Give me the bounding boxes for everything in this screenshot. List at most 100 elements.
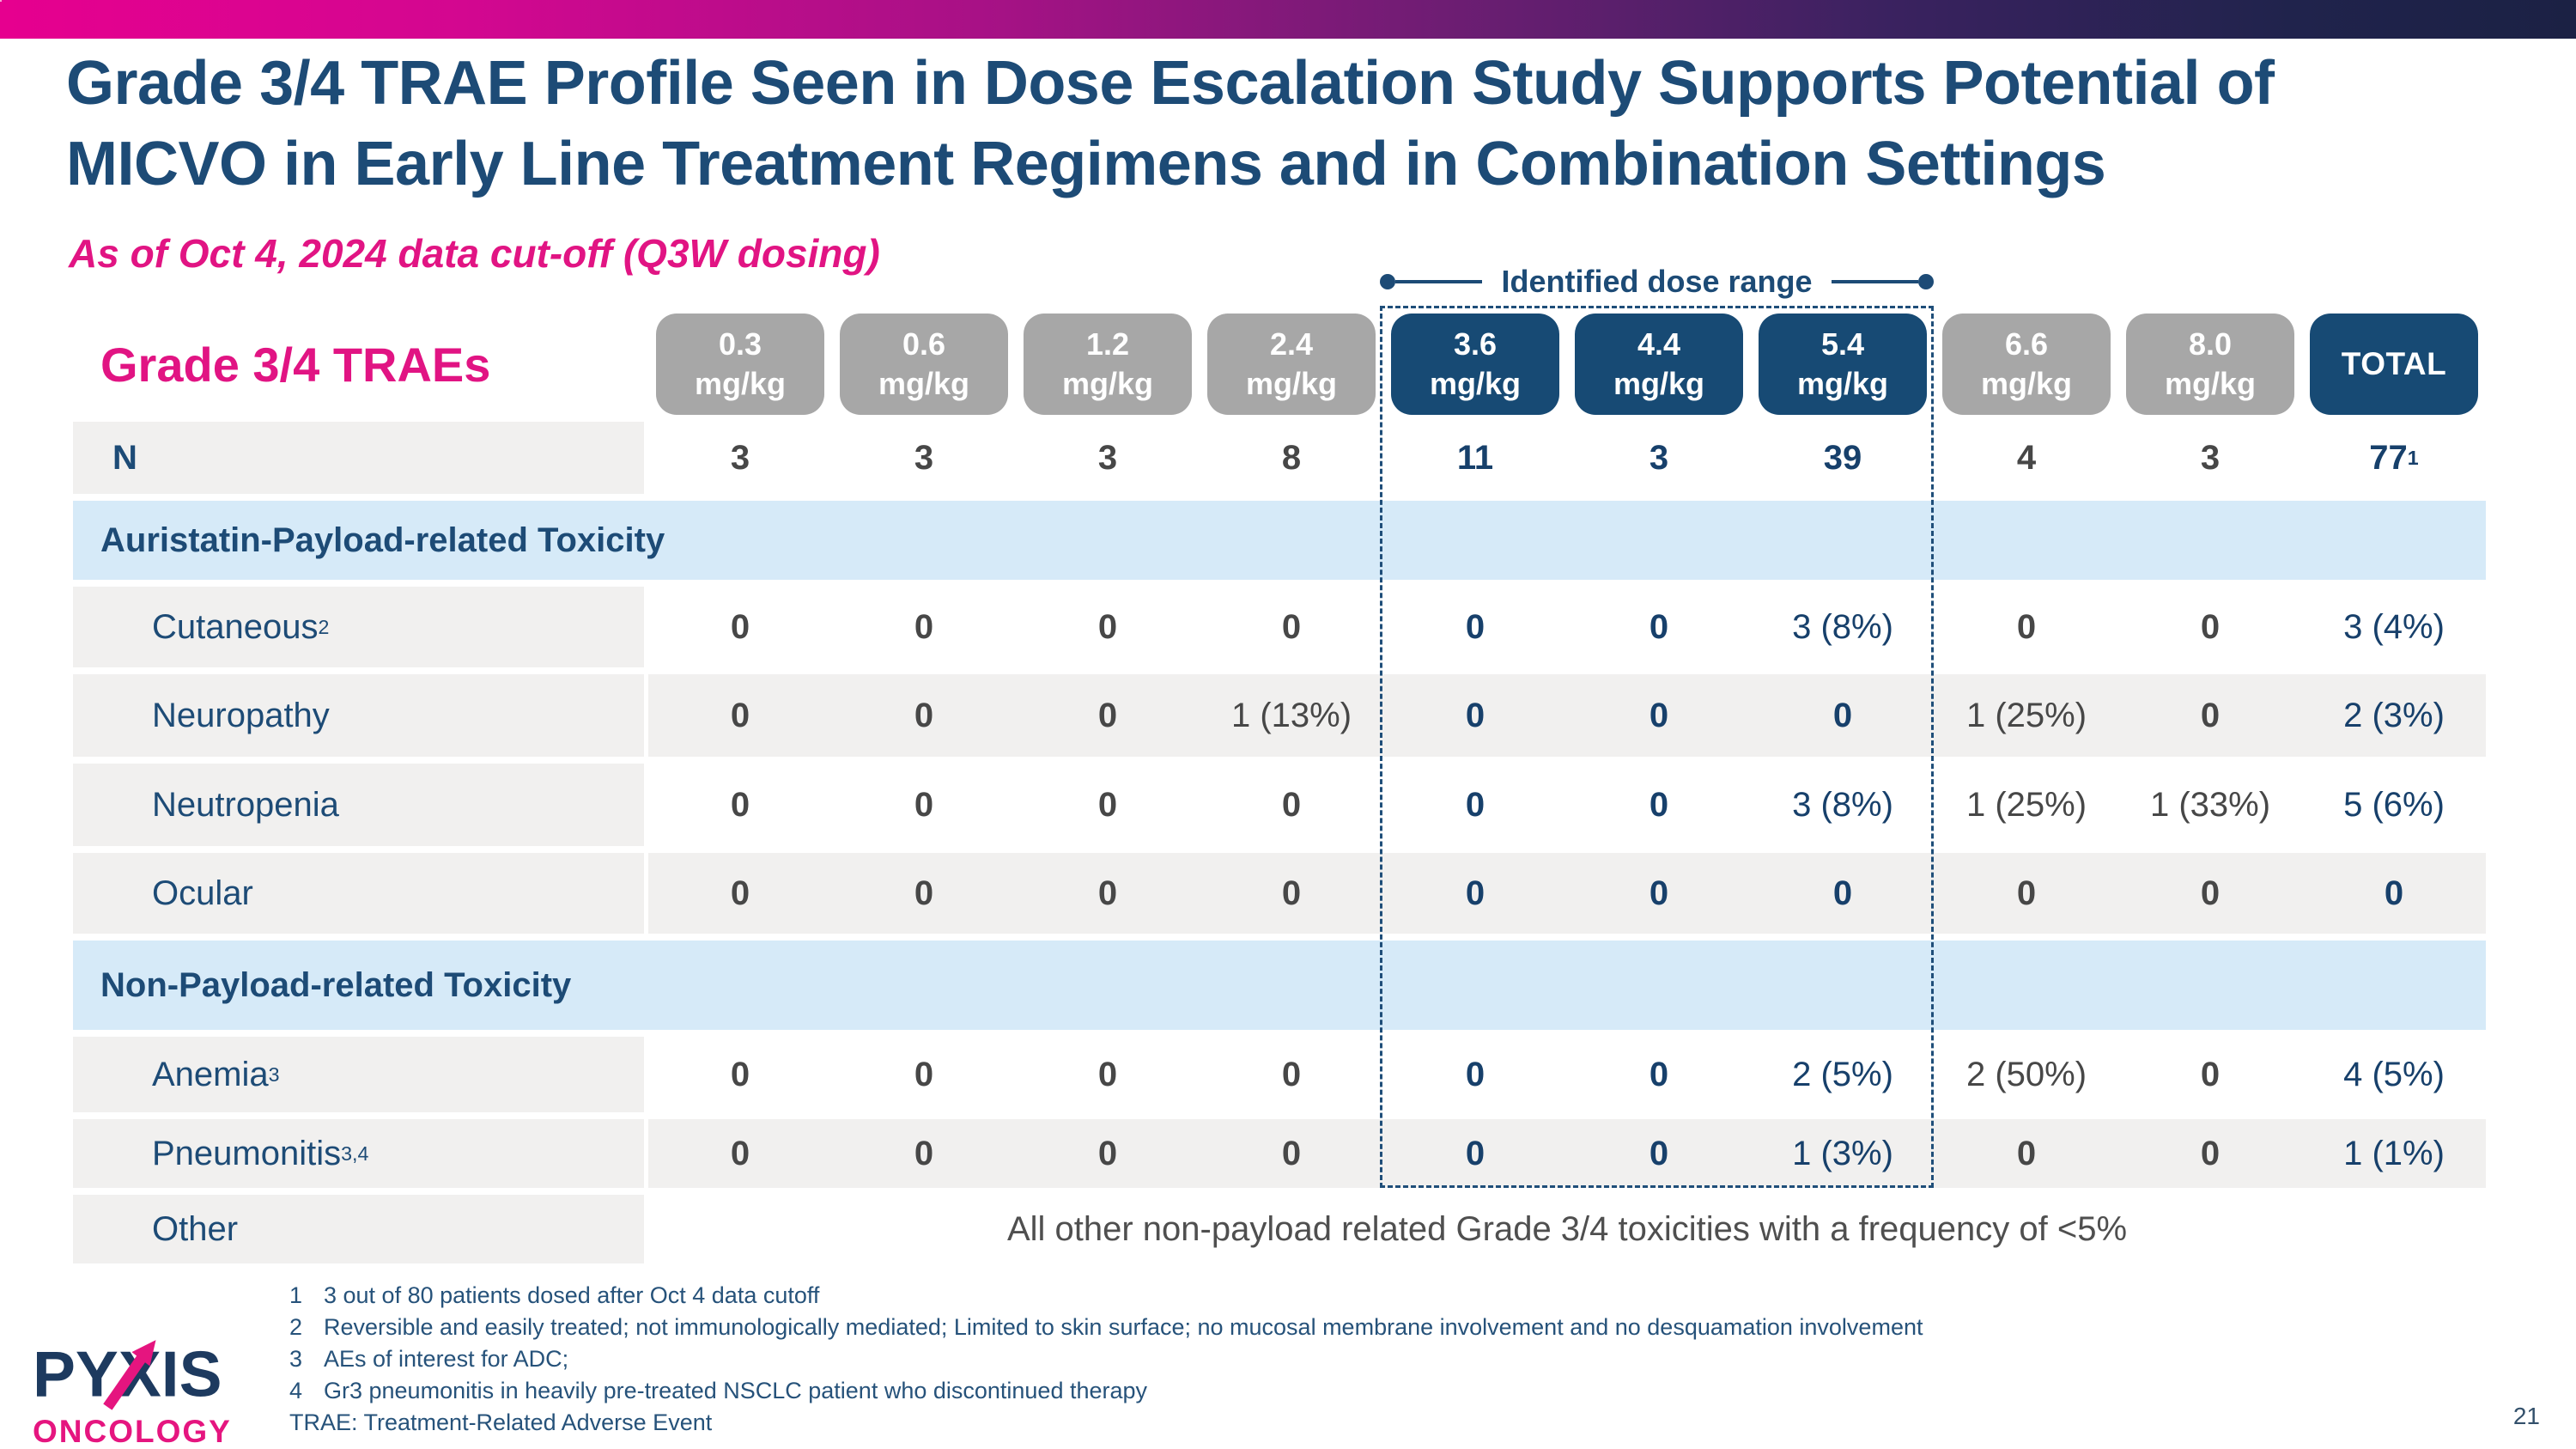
dose-column-0.6: 0.6 mg/kg — [832, 314, 1016, 415]
cell-value: 0 — [1465, 696, 1485, 734]
footnote-number: 3 — [289, 1346, 303, 1372]
row-data-area: 0 0 0 0 0 0 3 (8%) 1 (25%) 1 (33%) 5 (6%) — [648, 764, 2486, 846]
row-data-area: All other non-payload related Grade 3/4 … — [648, 1195, 2486, 1263]
value-cell: 0 — [1016, 764, 1200, 846]
value-cell: 1 (33%) — [2118, 764, 2302, 846]
cell-value: 0 — [1281, 607, 1302, 646]
footnote: TRAE: Treatment-Related Adverse Event — [289, 1407, 1923, 1439]
dose-value: 8.0 — [2188, 326, 2233, 362]
dose-unit: mg/kg — [2164, 366, 2256, 401]
dose-unit: mg/kg — [694, 366, 786, 401]
row-label: Anemia 3 — [73, 1037, 644, 1112]
cell-value: 0 — [2200, 874, 2221, 912]
cell-value: 0 — [2016, 1134, 2037, 1172]
value-cell: 0 — [1016, 1119, 1200, 1188]
cell-value: 0 — [1281, 1055, 1302, 1093]
row-data-area: 0 0 0 0 0 0 3 (8%) 0 0 3 (4%) — [648, 587, 2486, 667]
dose-unit: mg/kg — [1429, 366, 1521, 401]
value-cell: 0 — [1016, 853, 1200, 934]
value-cell: 0 — [1567, 587, 1751, 667]
value-cell: 0 — [1935, 587, 2118, 667]
table-corner-label: Grade 3/4 TRAEs — [100, 337, 491, 392]
cell-value: 3 (8%) — [1792, 785, 1893, 824]
cell-value: 0 — [1465, 1055, 1485, 1093]
cell-value: 11 — [1456, 438, 1494, 477]
dose-value: 1.2 — [1085, 326, 1130, 362]
value-cell: 0 — [1383, 764, 1567, 846]
dose-column-6.6: 6.6 mg/kg — [1935, 314, 2118, 415]
dose-unit: mg/kg — [878, 366, 969, 401]
value-cell: 3 — [1567, 422, 1751, 494]
cell-value: 1 (33%) — [2149, 785, 2271, 824]
cell-value: 3 — [914, 438, 934, 477]
table-row-n: N 3 3 3 8 11 3 39 4 3 77 1 — [73, 422, 2486, 494]
range-line-right — [1831, 280, 1918, 283]
dose-column-header-pill: 4.4 mg/kg — [1575, 314, 1743, 415]
cell-value: 0 — [1649, 1134, 1669, 1172]
value-cell: 39 — [1751, 422, 1935, 494]
dose-unit: mg/kg — [1061, 366, 1153, 401]
footnote-text: 3 out of 80 patients dosed after Oct 4 d… — [324, 1282, 820, 1308]
cell-value: 1 (25%) — [1965, 785, 2087, 824]
cell-value: 0 — [2384, 874, 2404, 912]
cell-value: 3 — [730, 438, 750, 477]
row-data-area: 0 0 0 0 0 0 1 (3%) 0 0 1 (1%) — [648, 1119, 2486, 1188]
cell-value: 3 — [1649, 438, 1669, 477]
cell-value: 0 — [1649, 607, 1669, 646]
dose-value: 2.4 — [1269, 326, 1314, 362]
value-cell: 0 — [1383, 1037, 1567, 1112]
value-cell: 1 (3%) — [1751, 1119, 1935, 1188]
cell-value: 2 (3%) — [2343, 696, 2445, 734]
dose-value: 3.6 — [1453, 326, 1498, 362]
dose-column-1.2: 1.2 mg/kg — [1016, 314, 1200, 415]
value-cell: 0 — [832, 853, 1016, 934]
cell-value: 4 (5%) — [2343, 1055, 2445, 1093]
value-cell: 8 — [1200, 422, 1383, 494]
value-cell: 0 — [1383, 674, 1567, 757]
cell-value: 0 — [1649, 696, 1669, 734]
value-cell: 0 — [1200, 1119, 1383, 1188]
value-cell: 0 — [1200, 764, 1383, 846]
footnote-number: 2 — [289, 1314, 303, 1340]
cell-value: 3 (8%) — [1792, 607, 1893, 646]
cell-value: 2 (5%) — [1792, 1055, 1893, 1093]
cell-value: 0 — [2016, 607, 2037, 646]
row-label-text: Neutropenia — [152, 785, 339, 824]
value-cell: 0 — [1567, 1037, 1751, 1112]
value-cell: 0 — [648, 1037, 832, 1112]
value-cell: 3 — [1016, 422, 1200, 494]
value-cell: 77 1 — [2369, 438, 2419, 477]
value-cell: 0 — [2118, 1037, 2302, 1112]
value-cell: 0 — [1383, 1119, 1567, 1188]
value-cell: 1 (13%) — [1200, 674, 1383, 757]
value-cell: 0 — [648, 764, 832, 846]
footnote-text: TRAE: Treatment-Related Adverse Event — [289, 1409, 713, 1435]
cell-value: 0 — [1832, 874, 1853, 912]
value-cell: 0 — [2118, 1119, 2302, 1188]
dose-column-0.3: 0.3 mg/kg — [648, 314, 832, 415]
dose-column-header-pill: TOTAL — [2310, 314, 2478, 415]
value-cell: 0 — [648, 1119, 832, 1188]
value-cell: 0 — [1016, 587, 1200, 667]
value-cell: 0 — [1016, 1037, 1200, 1112]
cell-value: 0 — [1465, 874, 1485, 912]
table-corner-cell: Grade 3/4 TRAEs — [73, 314, 648, 415]
table-row-ocular: Ocular 0 0 0 0 0 0 0 0 0 0 — [73, 853, 2486, 934]
value-cell: 2 (50%) — [1935, 1037, 2118, 1112]
value-cell: 0 — [832, 764, 1016, 846]
value-cell: 0 — [832, 1037, 1016, 1112]
dose-value: 5.4 — [1820, 326, 1865, 362]
row-data-area: 3 3 3 8 11 3 39 4 3 77 1 — [648, 422, 2486, 494]
footnote-number: 1 — [289, 1282, 303, 1308]
identified-dose-range-label: Identified dose range — [1501, 264, 1813, 299]
value-cell: 0 — [1016, 674, 1200, 757]
value-cell: 0 — [1567, 853, 1751, 934]
row-label-text: Other — [152, 1209, 239, 1248]
range-line-left — [1395, 280, 1483, 283]
range-endpoint-dot-right — [1918, 274, 1934, 289]
value-cell: 0 — [648, 587, 832, 667]
dose-column-header-pill: 0.3 mg/kg — [656, 314, 824, 415]
value-cell: 3 — [2118, 422, 2302, 494]
footnote: 4 Gr3 pneumonitis in heavily pre-treated … — [289, 1375, 1923, 1407]
